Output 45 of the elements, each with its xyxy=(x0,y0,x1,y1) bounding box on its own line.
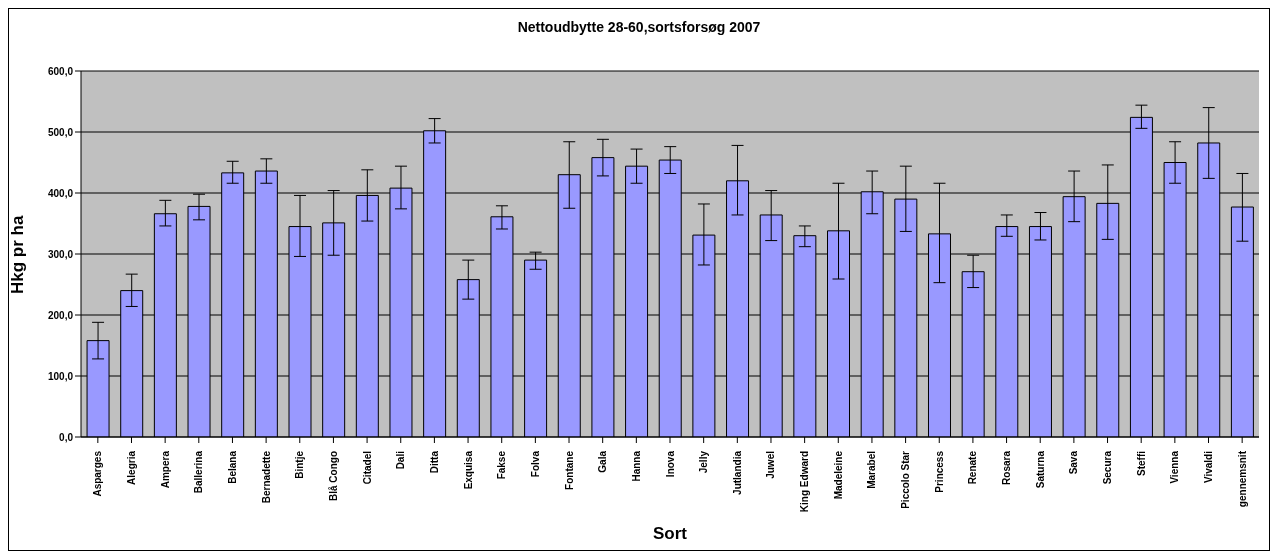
x-tick-label: King Edward xyxy=(799,451,811,513)
x-tick-label: Belana xyxy=(226,450,238,484)
y-tick-label: 600,0 xyxy=(47,65,74,77)
x-tick-label: Asparges xyxy=(92,450,104,497)
x-tick-label: gennemsnit xyxy=(1236,450,1248,508)
x-tick-label: Bintje xyxy=(294,450,306,479)
x-tick-label: Blå Congo xyxy=(327,451,339,501)
x-tick-label: Fontane xyxy=(563,450,575,490)
y-axis-title: Hkg pr ha xyxy=(8,215,28,294)
x-tick-label: Exquisa xyxy=(462,450,474,490)
x-tick-label: Rosara xyxy=(1001,450,1013,485)
x-tick-label: Princess xyxy=(933,450,945,493)
x-tick-label: Inova xyxy=(664,450,676,478)
x-tick-label: Madeleine xyxy=(832,450,844,500)
x-tick-label: Jutlandia xyxy=(731,450,743,495)
x-tick-label: Dali xyxy=(395,450,407,470)
x-tick-label: Gala xyxy=(597,450,609,473)
x-tick-label: Secura xyxy=(1102,450,1114,485)
x-tick-label: Jelly xyxy=(698,450,710,474)
x-tick-label: Saturna xyxy=(1034,450,1046,489)
y-tick-label: 100,0 xyxy=(47,370,74,382)
chart-title: Nettoudbytte 28-60,sortsforsøg 2007 xyxy=(516,19,762,35)
y-tick-label: 200,0 xyxy=(47,309,74,321)
y-tick-label: 300,0 xyxy=(47,248,74,260)
x-tick-label: Hanna xyxy=(630,450,642,482)
x-tick-label: Renate xyxy=(967,450,979,485)
y-tick-label: 500,0 xyxy=(47,126,74,138)
x-tick-label: Vienna xyxy=(1169,450,1181,484)
x-tick-label: Ampera xyxy=(159,450,171,489)
x-tick-label: Sava xyxy=(1068,450,1080,475)
x-tick-label: Citadel xyxy=(361,450,373,485)
x-tick-label: Vivaldi xyxy=(1203,450,1215,484)
x-tick-label: Folva xyxy=(529,450,541,478)
x-tick-label: Piccolo Star xyxy=(900,450,912,509)
x-tick-label: Juwel xyxy=(765,450,777,479)
y-tick-label: 0,0 xyxy=(59,431,74,443)
x-tick-label: Fakse xyxy=(496,450,508,480)
y-tick-label: 400,0 xyxy=(47,187,74,199)
x-axis-title: Sort xyxy=(653,524,688,543)
x-tick-label: Ballerina xyxy=(193,450,205,494)
x-tick-label: Alegria xyxy=(125,450,137,485)
x-tick-label: Ditta xyxy=(428,450,440,474)
x-tick-label: Bernadette xyxy=(260,450,272,504)
x-tick-label: Steffi xyxy=(1135,450,1147,476)
x-tick-label: Marabel xyxy=(866,450,878,489)
